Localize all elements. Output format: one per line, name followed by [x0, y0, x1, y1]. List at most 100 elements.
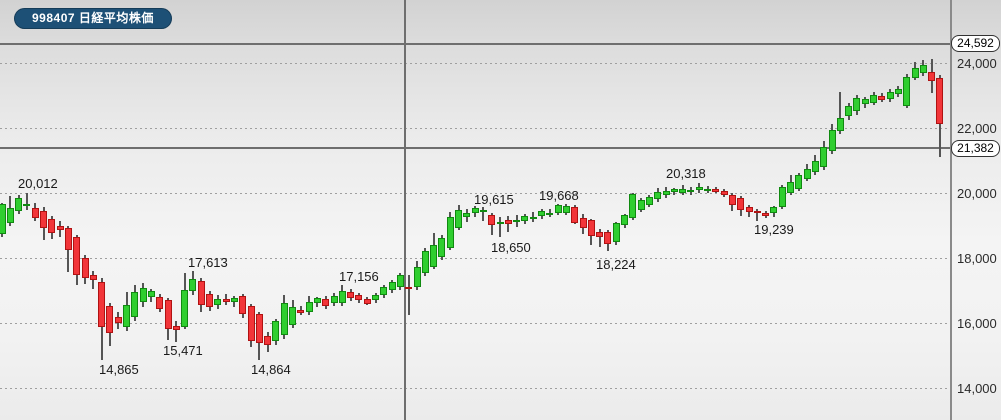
candle-up [471, 208, 479, 213]
candle-down [247, 305, 255, 341]
candle-down [322, 299, 330, 306]
candle-up [637, 199, 645, 210]
candle-up [430, 245, 438, 268]
candle-up [455, 209, 462, 229]
candle-up [828, 129, 836, 151]
y-axis-line [950, 0, 952, 420]
candle-down [89, 274, 97, 281]
candle-down [720, 191, 728, 195]
candle-up [189, 278, 197, 292]
candle-up [131, 292, 139, 318]
candle-up [230, 298, 238, 302]
price-annotation: 19,239 [754, 222, 794, 237]
candle-up [629, 194, 637, 218]
candle-down [40, 210, 47, 229]
candle-up [139, 287, 147, 303]
candle-wick [175, 321, 178, 342]
candle-up [845, 105, 853, 116]
candle-up [645, 196, 653, 205]
candle-down [355, 295, 363, 300]
candle-up [372, 295, 379, 300]
candle-down [222, 298, 230, 302]
candle-up [214, 298, 222, 306]
price-annotation: 17,613 [188, 255, 228, 270]
candle-up [704, 188, 711, 191]
candle-down [255, 313, 263, 344]
price-annotation: 14,864 [251, 362, 291, 377]
price-annotation: 18,224 [596, 257, 636, 272]
candle-up [861, 98, 869, 104]
candle-up [15, 197, 23, 212]
candle-up [438, 237, 446, 257]
candle-up [380, 286, 388, 295]
candle-down [81, 258, 89, 278]
y-axis-tick-label: 14,000 [957, 381, 997, 396]
y-axis-tick-label: 18,000 [957, 251, 997, 266]
gridline [0, 127, 950, 129]
candle-down [762, 212, 770, 217]
candle-up [679, 189, 687, 193]
candle-down [745, 207, 753, 213]
candle-wick [482, 207, 485, 221]
candle-down [297, 310, 305, 313]
candle-down [753, 210, 761, 213]
candle-up [529, 216, 537, 219]
gridline [0, 257, 950, 259]
candle-up [396, 275, 404, 287]
candle-up [338, 291, 346, 304]
candle-up [836, 117, 844, 132]
gridline [0, 322, 950, 324]
candle-up [421, 250, 429, 274]
candle-up [687, 189, 695, 192]
candle-up [23, 204, 31, 207]
candle-wick [499, 217, 501, 237]
candle-down [206, 293, 213, 307]
candle-down [114, 317, 122, 323]
candle-up [521, 215, 529, 221]
candle-up [123, 304, 130, 327]
candle-down [31, 208, 39, 219]
y-axis-tick-label: 22,000 [957, 121, 997, 136]
candle-down [347, 292, 355, 298]
candle-down [878, 95, 886, 101]
candle-down [604, 232, 612, 244]
candle-down [172, 326, 180, 331]
candle-up [313, 298, 321, 303]
candle-up [695, 187, 703, 191]
symbol-badge-label: 998407 日経平均株価 [32, 11, 154, 25]
price-annotation: 14,865 [99, 362, 139, 377]
candle-up [147, 290, 155, 297]
candle-wick [507, 215, 510, 233]
candle-down [264, 336, 272, 345]
candle-up [181, 290, 189, 327]
candle-up [662, 191, 670, 195]
candle-down [737, 197, 745, 210]
candle-up [546, 212, 554, 215]
candle-down [504, 219, 512, 224]
candle-up [413, 267, 421, 288]
candle-down [239, 296, 247, 314]
candle-up [562, 206, 570, 213]
gridline [0, 192, 950, 194]
candle-down [197, 280, 205, 306]
candle-up [446, 216, 454, 248]
gridline [0, 387, 950, 389]
candle-up [513, 219, 521, 222]
candle-up [330, 295, 338, 303]
symbol-badge: 998407 日経平均株価 [14, 8, 172, 29]
candle-wick [407, 274, 410, 316]
candle-up [787, 181, 794, 193]
candle-down [579, 217, 587, 228]
candle-up [903, 77, 911, 107]
candle-down [936, 77, 944, 125]
candle-up [554, 205, 562, 213]
candle-up [496, 221, 504, 224]
gridline [0, 62, 950, 64]
price-marker-last: 21,382 [951, 139, 1000, 157]
candle-down [596, 232, 604, 238]
candle-up [853, 97, 861, 111]
price-annotation: 19,668 [539, 188, 579, 203]
candle-up [770, 207, 778, 213]
